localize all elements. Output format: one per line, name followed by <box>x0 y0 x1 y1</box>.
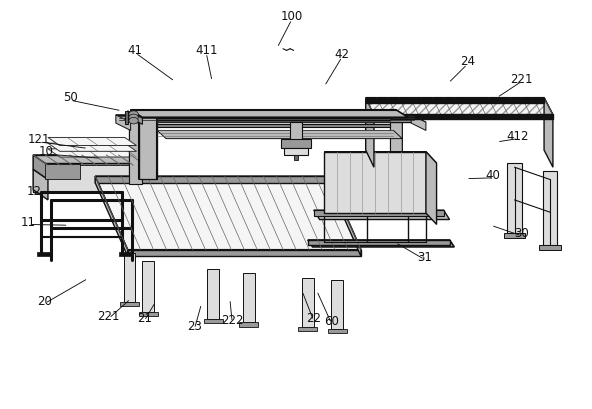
Polygon shape <box>119 253 132 257</box>
Text: 20: 20 <box>37 294 53 307</box>
Polygon shape <box>37 253 50 257</box>
Text: 41: 41 <box>128 44 143 57</box>
Polygon shape <box>426 152 436 225</box>
Polygon shape <box>366 103 544 113</box>
Polygon shape <box>207 270 219 319</box>
Polygon shape <box>33 155 146 166</box>
Polygon shape <box>116 116 411 123</box>
Text: 31: 31 <box>417 250 432 263</box>
Polygon shape <box>411 116 426 131</box>
Polygon shape <box>290 123 302 144</box>
Polygon shape <box>124 254 136 302</box>
Circle shape <box>129 115 139 121</box>
Text: 40: 40 <box>486 169 501 182</box>
Polygon shape <box>48 144 137 152</box>
Polygon shape <box>308 240 454 247</box>
Polygon shape <box>130 123 143 184</box>
Polygon shape <box>143 262 155 312</box>
Polygon shape <box>48 149 137 157</box>
Polygon shape <box>139 312 158 317</box>
Polygon shape <box>308 240 449 245</box>
Polygon shape <box>504 233 525 238</box>
Polygon shape <box>366 103 553 119</box>
Polygon shape <box>116 116 131 131</box>
Polygon shape <box>130 123 143 184</box>
Polygon shape <box>131 111 408 118</box>
Polygon shape <box>48 138 137 146</box>
Text: 221: 221 <box>98 309 120 322</box>
Circle shape <box>129 118 139 125</box>
Text: 221: 221 <box>510 72 533 85</box>
Polygon shape <box>324 152 436 164</box>
Text: 10: 10 <box>38 145 54 158</box>
Polygon shape <box>332 280 343 329</box>
Polygon shape <box>544 99 553 168</box>
Text: 222: 222 <box>221 313 243 326</box>
Text: 12: 12 <box>26 184 41 197</box>
Text: 100: 100 <box>281 10 303 22</box>
Polygon shape <box>294 155 298 160</box>
Polygon shape <box>157 119 391 121</box>
Polygon shape <box>391 116 403 123</box>
Polygon shape <box>328 329 347 333</box>
Polygon shape <box>33 170 48 200</box>
Polygon shape <box>239 323 258 327</box>
Polygon shape <box>298 327 317 331</box>
Polygon shape <box>314 211 443 217</box>
Text: 23: 23 <box>187 319 202 333</box>
Polygon shape <box>366 99 544 103</box>
Polygon shape <box>281 139 311 148</box>
Polygon shape <box>374 115 553 120</box>
Polygon shape <box>302 278 314 327</box>
Polygon shape <box>128 250 361 257</box>
Polygon shape <box>140 115 157 180</box>
Polygon shape <box>95 177 361 250</box>
Text: 42: 42 <box>334 48 349 61</box>
Polygon shape <box>33 155 131 164</box>
Text: 30: 30 <box>514 227 529 240</box>
Polygon shape <box>539 245 561 250</box>
Polygon shape <box>140 115 157 180</box>
Polygon shape <box>314 211 449 220</box>
Polygon shape <box>204 319 223 324</box>
Polygon shape <box>95 177 329 183</box>
Text: 60: 60 <box>324 314 339 327</box>
Polygon shape <box>116 116 426 123</box>
Circle shape <box>129 112 139 118</box>
Polygon shape <box>33 155 48 180</box>
Polygon shape <box>95 177 128 257</box>
Polygon shape <box>366 99 553 116</box>
Text: 22: 22 <box>306 311 321 324</box>
Text: 21: 21 <box>137 311 152 324</box>
Polygon shape <box>157 125 391 128</box>
Polygon shape <box>391 116 403 176</box>
Polygon shape <box>507 164 522 233</box>
Text: 11: 11 <box>21 215 36 228</box>
Polygon shape <box>125 112 128 125</box>
Text: 412: 412 <box>507 130 529 142</box>
Polygon shape <box>157 131 403 139</box>
Polygon shape <box>130 123 143 131</box>
Polygon shape <box>243 274 255 323</box>
Text: 411: 411 <box>195 44 217 57</box>
Polygon shape <box>45 165 81 179</box>
Polygon shape <box>284 148 308 155</box>
Polygon shape <box>128 112 143 125</box>
Polygon shape <box>33 164 131 192</box>
Text: 24: 24 <box>460 55 475 68</box>
Polygon shape <box>543 172 557 245</box>
Polygon shape <box>329 177 361 257</box>
Polygon shape <box>391 116 403 176</box>
Polygon shape <box>324 152 426 213</box>
Polygon shape <box>120 302 139 306</box>
Text: 121: 121 <box>28 133 50 146</box>
Text: 50: 50 <box>63 91 78 104</box>
Polygon shape <box>366 99 374 168</box>
